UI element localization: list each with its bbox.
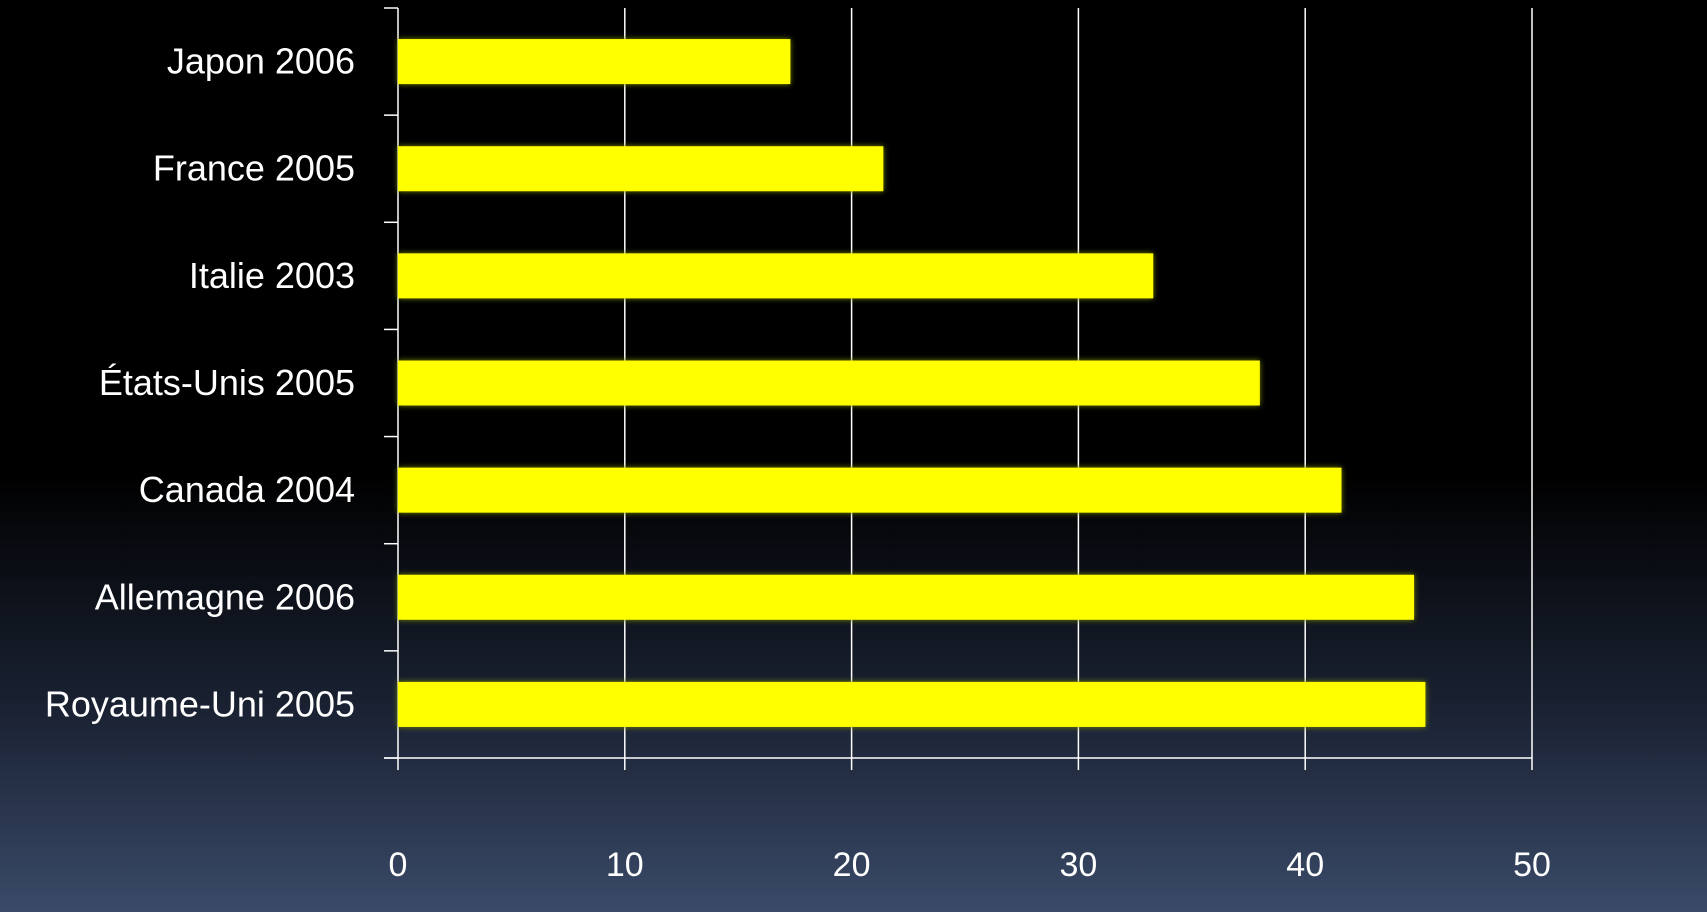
category-label: États-Unis 2005: [99, 362, 355, 403]
category-label: Canada 2004: [139, 469, 355, 510]
x-tick-label: 10: [606, 846, 644, 884]
bar: [398, 146, 884, 192]
bar: [398, 360, 1260, 406]
category-label: Royaume-Uni 2005: [45, 683, 355, 724]
x-tick-label: 50: [1513, 846, 1551, 884]
bar: [398, 39, 791, 85]
bar: [398, 574, 1415, 620]
labels: 0 10 20 30 40 50 Japon 2006 France 2005 Italie 2…: [45, 41, 1551, 884]
category-label: Japon 2006: [167, 41, 355, 82]
x-tick-label: 30: [1059, 846, 1097, 884]
bar: [398, 681, 1426, 727]
bar: [398, 467, 1342, 513]
x-tick-label: 20: [833, 846, 871, 884]
bars: [398, 39, 1426, 727]
x-tick-label: 0: [389, 846, 408, 884]
x-tick-label: 40: [1286, 846, 1324, 884]
category-label: Italie 2003: [189, 255, 355, 296]
category-label: France 2005: [153, 148, 355, 189]
bar: [398, 253, 1154, 299]
category-label: Allemagne 2006: [95, 576, 355, 617]
